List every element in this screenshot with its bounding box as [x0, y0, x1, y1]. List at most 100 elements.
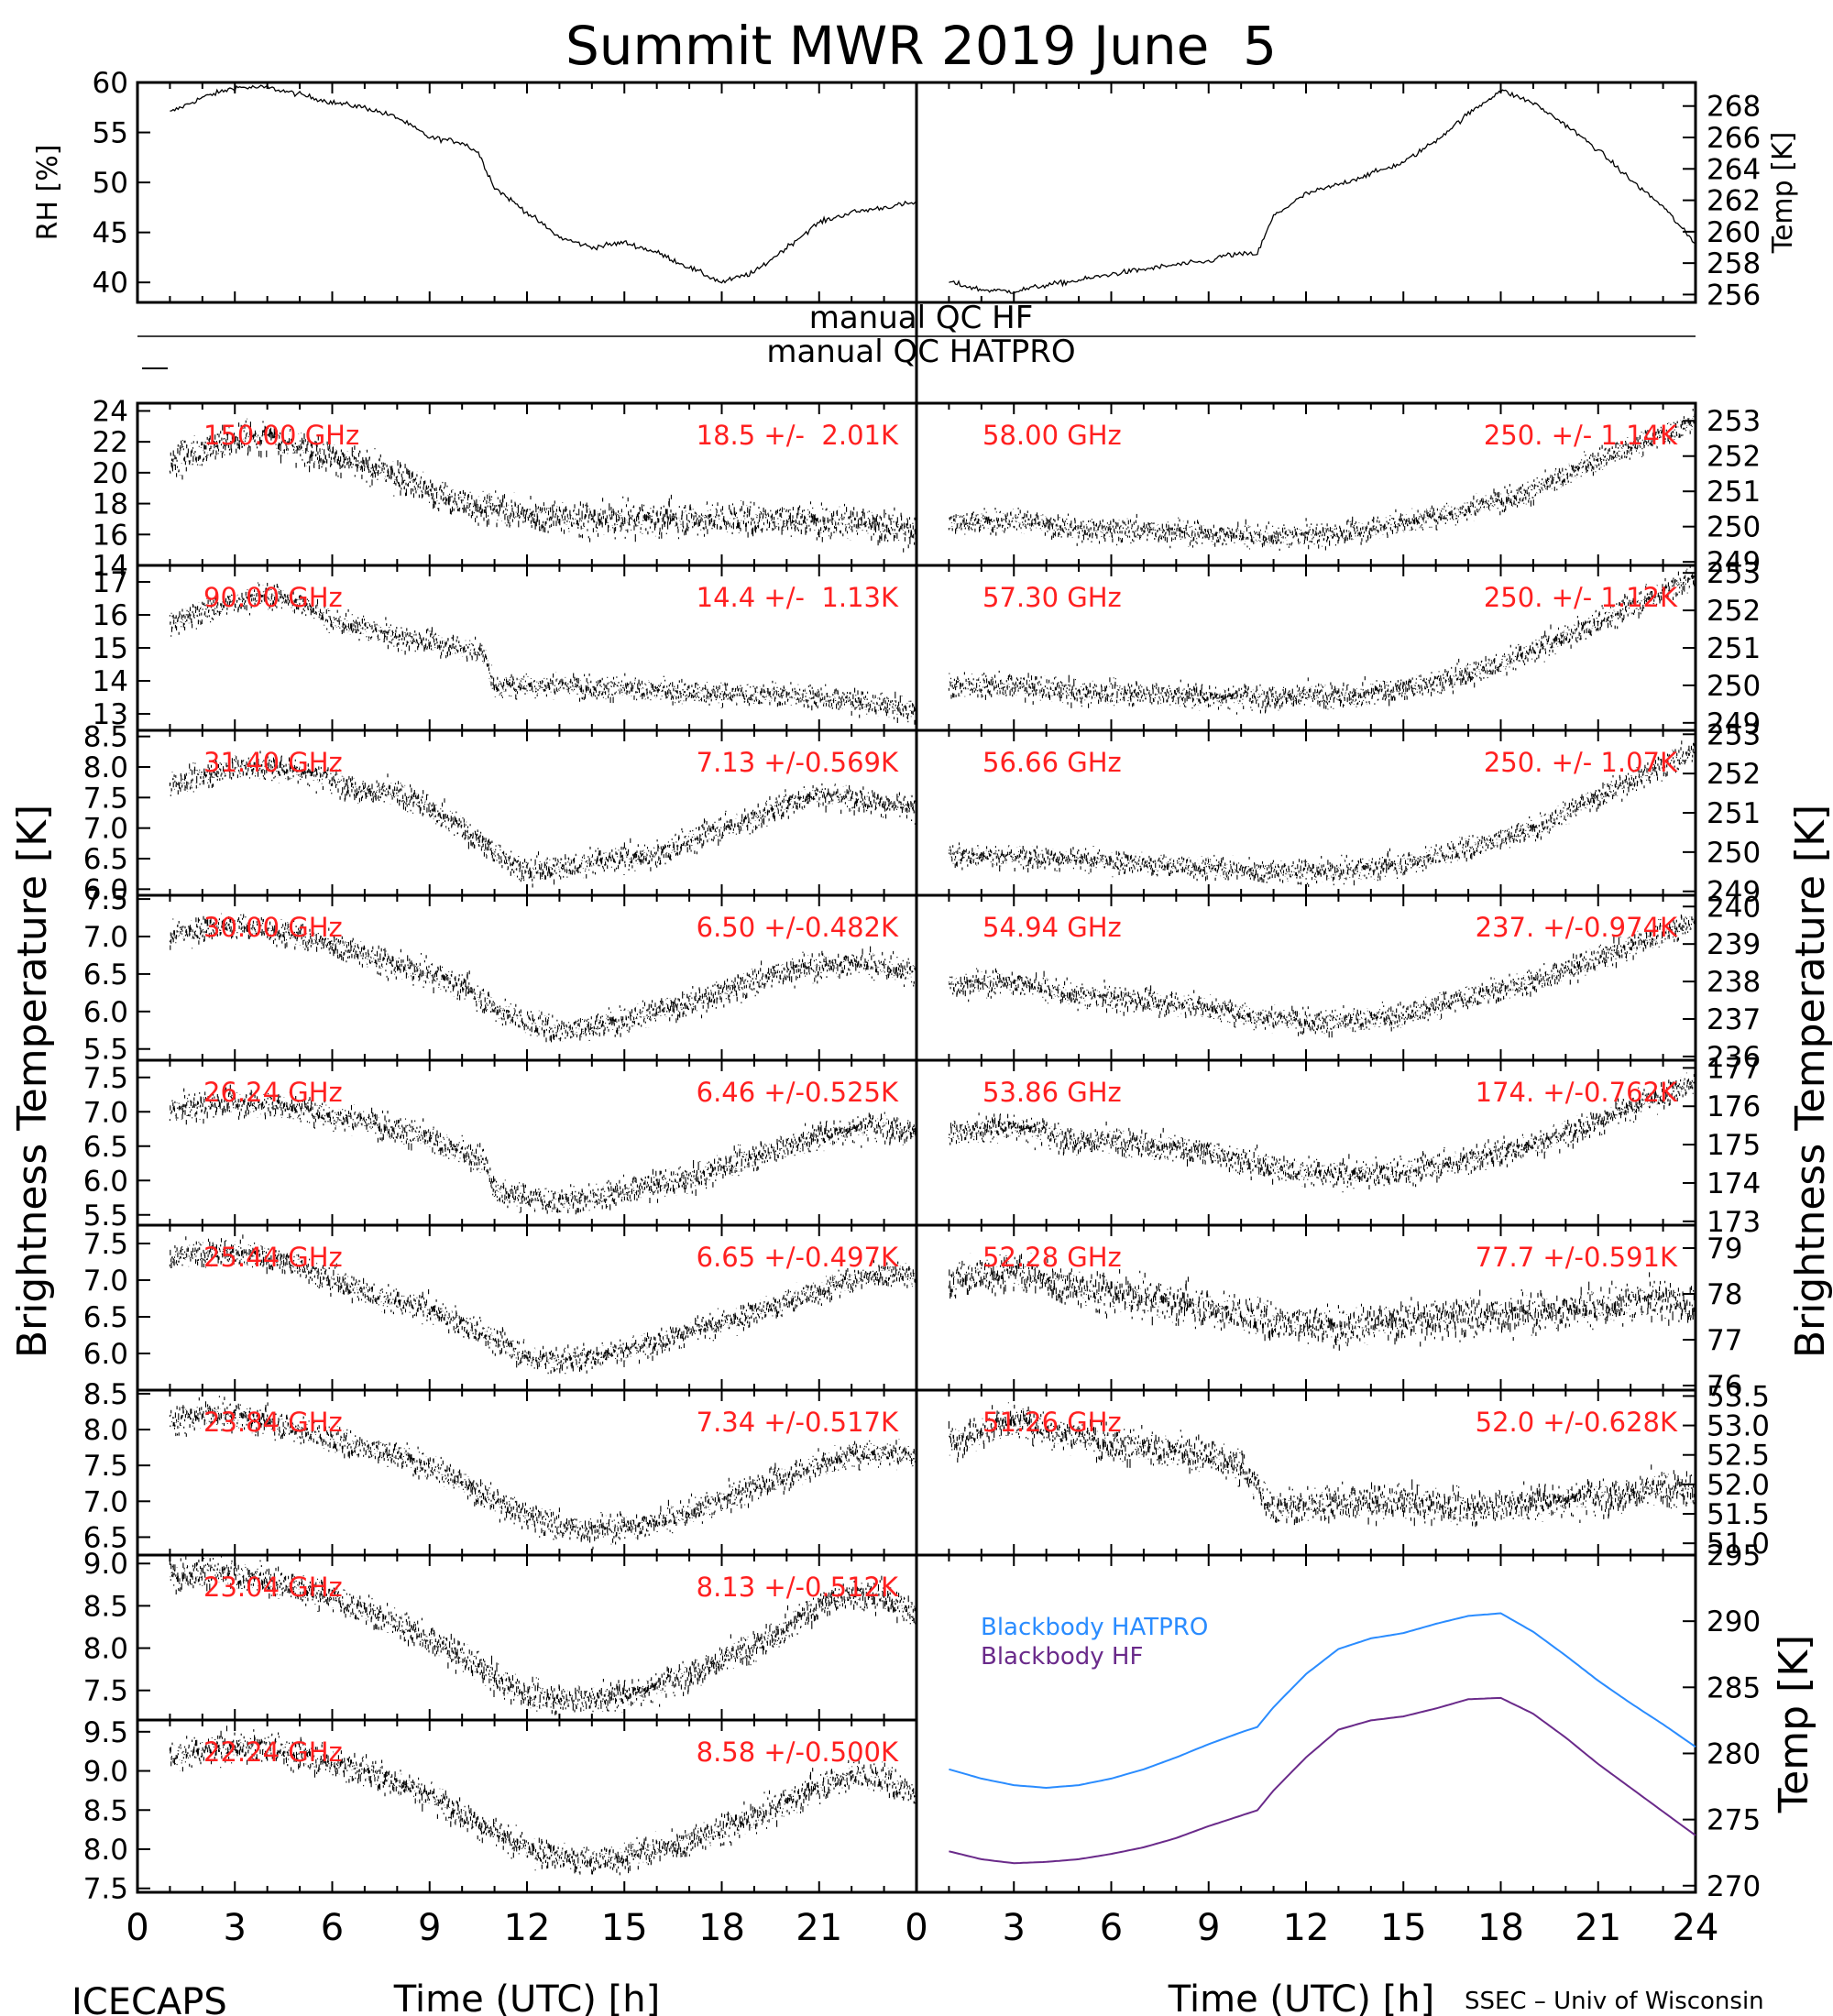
channel-stat: 8.58 +/-0.500K: [697, 1737, 899, 1768]
channel-stat: 174. +/-0.762K: [1476, 1077, 1678, 1108]
x-tick-label: 6: [1100, 1907, 1123, 1949]
series-trace: [169, 1234, 917, 1375]
channel-label: 57.30 GHz: [982, 582, 1122, 613]
y-tick-label: 251: [1707, 797, 1761, 830]
y-tick-label: 8.5: [83, 1378, 128, 1411]
channel-stat: 7.34 +/-0.517K: [697, 1407, 899, 1438]
y-tick-label: 8.5: [83, 721, 128, 754]
y-tick-label: 9.0: [83, 1548, 128, 1581]
y-tick-label: 7.5: [83, 1228, 128, 1261]
y-tick-label: 6.0: [83, 1165, 128, 1198]
y-tick-label: 7.5: [83, 883, 128, 916]
y-tick-label: 6.5: [83, 1521, 128, 1554]
y-tick-label: 275: [1707, 1804, 1761, 1837]
series-trace: [169, 418, 917, 553]
panel-frame: [915, 1553, 1697, 1894]
y-tick-label: 8.0: [83, 1414, 128, 1447]
y-tick-label: 258: [1707, 247, 1761, 280]
y-tick-label: 20: [93, 457, 128, 490]
y-tick-label: 8.0: [83, 1834, 128, 1867]
channel-label: 23.84 GHz: [203, 1407, 343, 1438]
series-trace: [169, 1726, 917, 1876]
panel-tb_25: 6.0 6.57.0 7.5 25.44 GHz 6.65 +/-0.497K: [83, 1223, 918, 1392]
series-line: [170, 84, 917, 284]
x-tick-label: 6: [321, 1907, 344, 1949]
x-tick-label: 15: [1380, 1907, 1427, 1949]
footer-icecaps: ICECAPS: [71, 1981, 227, 2016]
channel-label: 22.24 GHz: [203, 1737, 343, 1768]
channel-stat: 250. +/- 1.14K: [1484, 420, 1678, 451]
y-tick-label: 53.5: [1707, 1380, 1770, 1413]
y-tick-label: 250: [1707, 670, 1761, 703]
x-tick-label: 15: [601, 1907, 648, 1949]
x-axis-label-right: Time (UTC) [h]: [1168, 1978, 1434, 2016]
channel-stat: 250. +/- 1.12K: [1484, 582, 1678, 613]
y-tick-label: 174: [1707, 1167, 1761, 1200]
y-tick-label: 18: [93, 488, 128, 521]
series-trace: [948, 915, 1696, 1038]
channel-label: 53.86 GHz: [982, 1077, 1122, 1108]
x-axis-label-left: Time (UTC) [h]: [393, 1978, 660, 2016]
panel-tb_30: 5.5 6.0 6.5 7.0 7.5 30.00 GHz 6.50 +/-0.482K: [83, 883, 918, 1067]
y-tick-label: 5.5: [83, 1034, 128, 1067]
y-tick-label: 5.5: [83, 1200, 128, 1233]
qc-strip: manual QC HF manual QC HATPRO: [137, 82, 1696, 403]
y-tick-label: 15: [93, 632, 128, 665]
channel-label: 23.04 GHz: [203, 1572, 343, 1603]
y-tick-label: 252: [1707, 595, 1761, 628]
series-trace: [948, 565, 1696, 715]
y-tick-label: 7.5: [83, 1675, 128, 1708]
y-tick-label: 77: [1707, 1324, 1742, 1357]
y-tick-label: 285: [1707, 1671, 1761, 1704]
channel-stat: 6.65 +/-0.497K: [697, 1242, 899, 1273]
y-tick-label: 7.0: [83, 921, 128, 954]
y-tick-label: 7.0: [83, 1265, 128, 1298]
x-tick-label: 24: [1673, 1907, 1719, 1949]
y-tick-label: 260: [1707, 216, 1761, 249]
panel-tb_26: 5.56.06.57.07.5 26.24 GHz 6.46 +/-0.525K: [83, 1058, 918, 1233]
x-tick-label: 12: [504, 1907, 551, 1949]
y-tick-label: 238: [1707, 966, 1761, 999]
x-tick-label: 3: [1003, 1907, 1026, 1949]
y-tick-label: 24: [93, 395, 128, 428]
series-trace: [948, 1249, 1696, 1351]
figure-title: Summit MWR 2019 June 5: [565, 15, 1277, 77]
y-tick-label: 6.5: [83, 843, 128, 876]
y-tick-label: 237: [1707, 1003, 1761, 1036]
y-tick-label: 252: [1707, 758, 1761, 791]
panel-rh: 40 45 50 55 60 RH [%]: [32, 67, 918, 304]
panel-ylabel: Temp [K]: [1771, 1635, 1817, 1813]
channel-label: 31.40 GHz: [203, 747, 343, 778]
channel-label: 52.28 GHz: [982, 1242, 1122, 1273]
y-tick-label: 253: [1707, 405, 1761, 438]
y-tick-label: 6.5: [83, 1131, 128, 1164]
channel-stat: 77.7 +/-0.591K: [1476, 1242, 1678, 1273]
y-tick-label: 6.0: [83, 996, 128, 1029]
panel-ylabel: Temp [K]: [1767, 132, 1799, 255]
legend-entry: Blackbody HATPRO: [981, 1614, 1208, 1641]
y-tick-label: 6.0: [83, 1338, 128, 1371]
y-tick-label: 7.0: [83, 1485, 128, 1518]
y-tick-label: 6.5: [83, 959, 128, 992]
y-tick-label: 7.0: [83, 813, 128, 846]
series-trace: [169, 582, 917, 725]
y-tick-label: 45: [93, 217, 128, 250]
y-tick-label: 250: [1707, 511, 1761, 544]
y-tick-label: 52.5: [1707, 1440, 1770, 1473]
x-tick-label: 21: [796, 1907, 842, 1949]
y-tick-label: 52.0: [1707, 1469, 1770, 1502]
panel-tb_22: 7.5 8.0 8.5 9.0 9.5 22.24 GHz 8.58 +/-0.500K: [83, 1716, 918, 1906]
channel-stat: 237. +/-0.974K: [1476, 912, 1678, 943]
qc-label-hf: manual QC HF: [809, 300, 1034, 336]
y-tick-label: 76: [1707, 1370, 1742, 1403]
y-tick-label: 7.5: [83, 1450, 128, 1483]
channel-stat: 52.0 +/-0.628K: [1476, 1407, 1678, 1438]
series-trace: [169, 910, 917, 1043]
y-tick-label: 240: [1707, 891, 1761, 924]
y-tick-label: 8.5: [83, 1590, 128, 1623]
y-tick-label: 6.0: [83, 873, 128, 906]
